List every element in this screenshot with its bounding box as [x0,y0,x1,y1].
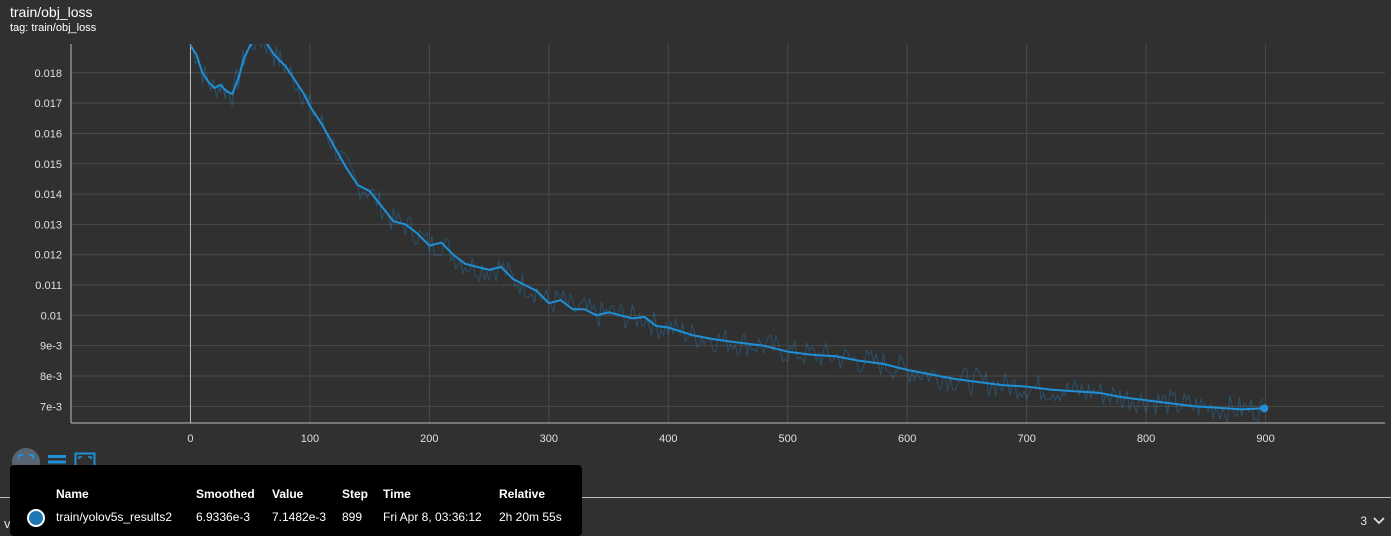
tooltip-relative: 2h 20m 55s [499,510,562,524]
chevron-down-icon [1373,517,1385,525]
y-tick-label: 0.011 [35,280,62,292]
x-tick-label: 300 [540,433,558,445]
tooltip-step: 899 [342,510,363,524]
y-tick-label: 0.016 [34,128,62,140]
val-section-toggle[interactable]: 3 [1360,514,1385,528]
series-color-swatch [27,509,45,527]
val-section-count: 3 [1360,514,1367,528]
x-tick-label: 400 [659,433,677,445]
data-tooltip: Name Smoothed Value Step Time Relative t… [10,465,582,536]
tooltip-header-relative: Relative [499,487,546,501]
y-tick-label: 0.014 [34,189,62,201]
x-tick-label: 800 [1137,433,1155,445]
tooltip-smoothed-value: 6.9336e-3 [196,510,251,524]
y-tick-label: 9e-3 [40,341,62,353]
tooltip-header-smoothed: Smoothed [196,487,255,501]
chart-title: train/obj_loss [10,4,93,20]
y-tick-label: 0.01 [41,310,62,322]
y-tick-label: 0.018 [34,68,62,80]
tooltip-run-name: train/yolov5s_results2 [56,510,173,524]
x-tick-label: 100 [301,433,319,445]
x-tick-label: 200 [420,433,438,445]
x-tick-label: 600 [898,433,916,445]
x-tick-label: 500 [779,433,797,445]
x-tick-label: 0 [187,433,193,445]
tooltip-header-value: Value [272,487,304,501]
y-tick-label: 7e-3 [40,401,62,413]
chart-tag: tag: train/obj_loss [10,22,97,34]
tooltip-header-name: Name [56,487,89,501]
y-tick-label: 0.012 [34,250,62,262]
tooltip-time: Fri Apr 8, 03:36:12 [383,510,482,524]
smoothed-series-line [189,44,1265,411]
y-tick-label: 8e-3 [40,371,62,383]
y-tick-label: 0.017 [34,98,62,110]
tooltip-raw-value: 7.1482e-3 [272,510,327,524]
tooltip-header-time: Time [383,487,411,501]
fit-icon [18,454,34,470]
y-tick-label: 0.015 [34,159,62,171]
x-tick-label: 700 [1017,433,1035,445]
section-divider [0,497,1391,498]
raw-series-line [190,44,1264,423]
y-tick-label: 0.013 [34,219,62,231]
x-tick-label: 900 [1256,433,1274,445]
tooltip-header-step: Step [342,487,369,501]
hover-point-marker [1260,404,1269,413]
line-chart[interactable]: 0.0180.0170.0160.0150.0140.0130.0120.011… [0,0,1391,500]
